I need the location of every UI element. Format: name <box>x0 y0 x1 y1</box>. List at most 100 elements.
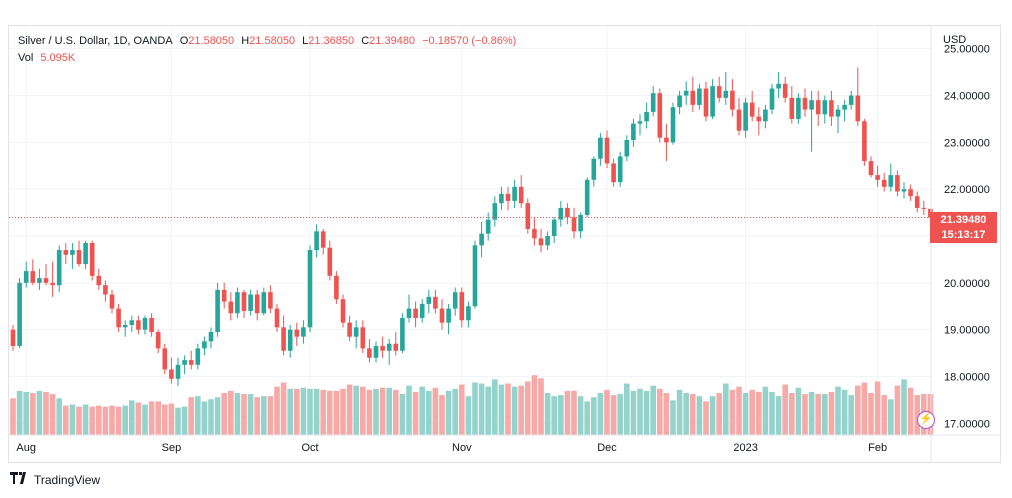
volume-legend[interactable]: Vol 5.095K <box>18 52 79 64</box>
volume-bar <box>571 390 577 435</box>
price-tick-label: 17.00000 <box>944 418 990 430</box>
candle-body <box>400 317 405 351</box>
volume-bar <box>742 393 749 435</box>
last-price-tag: 21.39480 15:13:17 <box>930 212 997 243</box>
candle-body <box>241 292 247 311</box>
volume-bar <box>841 389 848 435</box>
candle-body <box>545 236 550 246</box>
price-tick-label: 24.00000 <box>944 91 990 103</box>
candle-body <box>340 299 346 323</box>
candle-body <box>334 275 339 300</box>
volume-bar <box>122 405 128 435</box>
volume-bar <box>472 382 478 435</box>
candle-body <box>782 83 788 98</box>
volume-bar <box>261 396 267 435</box>
symbol-title[interactable]: Silver / U.S. Dollar, 1D, OANDA <box>18 35 173 47</box>
volume-bar <box>102 406 109 435</box>
candle-body <box>908 189 913 197</box>
candle-body <box>129 320 135 325</box>
candle-body <box>512 186 517 201</box>
candle-body <box>763 109 768 122</box>
time-tick-label: 2023 <box>733 442 757 454</box>
candle-body <box>136 320 141 330</box>
candle-body <box>644 111 649 122</box>
ohlc-change: −0.18570 (−0.86%) <box>422 35 517 47</box>
volume-bar <box>181 406 188 435</box>
volume-bar <box>96 405 102 435</box>
volume-bar <box>577 396 584 435</box>
candle-body <box>565 207 570 218</box>
volume-bar <box>379 387 386 435</box>
ohlc-high: H21.58050 <box>241 35 296 47</box>
currency-label[interactable]: USD <box>943 34 967 46</box>
candle-body <box>459 292 465 321</box>
price-chart[interactable]: 17.0000018.0000019.0000020.0000021.00000… <box>9 26 1000 462</box>
candle-body <box>914 196 920 208</box>
candle-body <box>703 88 709 117</box>
candle-body <box>868 161 874 176</box>
candle-body <box>83 243 88 265</box>
volume-bar <box>399 394 406 435</box>
candle-body <box>921 207 927 209</box>
volume-bar <box>109 405 115 435</box>
candle-body <box>175 364 181 379</box>
candle-body <box>736 109 742 131</box>
volume-bar <box>386 387 392 435</box>
volume-bar <box>901 379 907 435</box>
volume-label: Vol <box>18 52 34 64</box>
candle-body <box>776 83 781 89</box>
candle-body <box>347 322 352 337</box>
chart-frame: 17.0000018.0000019.0000020.0000021.00000… <box>8 25 1001 463</box>
volume-bar <box>828 391 835 435</box>
volume-bar <box>874 381 881 435</box>
candle-body <box>525 203 531 229</box>
volume-bar <box>531 375 538 435</box>
candle-body <box>479 233 484 246</box>
volume-bar <box>868 393 874 435</box>
candle-body <box>802 97 808 110</box>
candle-body <box>63 250 69 255</box>
candle-body <box>221 289 227 302</box>
candle-body <box>466 306 471 321</box>
candle-body <box>254 294 260 314</box>
volume-bar <box>888 399 894 435</box>
candle-body <box>327 247 333 276</box>
candle-body <box>287 329 293 351</box>
candle-body <box>855 95 861 122</box>
candle-body <box>320 231 326 248</box>
volume-bar <box>538 378 544 435</box>
candle-body <box>664 137 669 143</box>
volume-bar <box>129 400 135 435</box>
candle-body <box>367 348 372 358</box>
candle-body <box>756 116 762 122</box>
candle-body <box>584 179 590 215</box>
candle-body <box>677 95 682 108</box>
time-tick-label: Dec <box>597 442 617 454</box>
candle-body <box>624 140 630 157</box>
volume-bar <box>214 397 221 435</box>
volume-bar <box>822 394 828 435</box>
volume-bar <box>360 386 366 435</box>
volume-bar <box>861 382 868 435</box>
price-tick-label: 22.00000 <box>944 184 990 196</box>
symbol-legend[interactable]: Silver / U.S. Dollar, 1D, OANDA O21.5805… <box>18 35 520 47</box>
volume-bar <box>43 391 49 435</box>
volume-bar <box>795 387 802 435</box>
volume-bar <box>267 396 274 435</box>
tradingview-logo[interactable]: TradingView <box>10 472 100 487</box>
volume-bar <box>254 397 260 435</box>
volume-bar <box>63 405 69 435</box>
candle-body <box>809 100 814 110</box>
volume-bar <box>597 393 604 435</box>
candle-body <box>875 175 880 180</box>
candle-body <box>657 93 663 138</box>
volume-bar <box>630 390 637 435</box>
candle-body <box>56 250 62 286</box>
candle-body <box>248 294 253 311</box>
lightning-icon[interactable]: ⚡ <box>917 411 935 429</box>
volume-bar <box>168 403 175 435</box>
time-tick-label: Feb <box>868 442 887 454</box>
candle-body <box>862 121 867 162</box>
time-axis[interactable]: Aug Sep Oct Nov Dec 2023 Feb <box>16 442 887 454</box>
volume-bar <box>756 391 762 435</box>
